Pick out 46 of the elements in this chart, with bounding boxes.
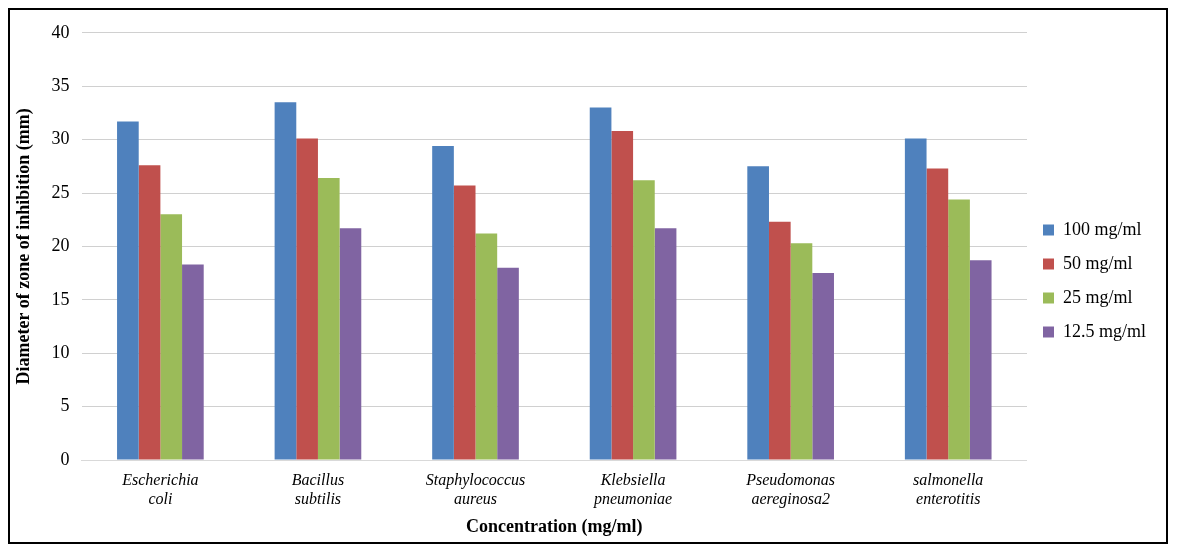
bar (654, 228, 677, 460)
bar (611, 131, 634, 460)
bar (317, 178, 340, 460)
x-axis-title: Concentration (mg/ml) (466, 515, 643, 537)
bar (453, 185, 476, 460)
x-tick-label: Bacillus subtilis (291, 470, 345, 507)
bar (926, 168, 949, 460)
bar (138, 165, 161, 460)
y-axis-title: Diameter of zone of inhibition (mm) (13, 108, 35, 385)
y-tick-label: 40 (51, 21, 70, 42)
y-tick-label: 5 (60, 395, 70, 416)
bar (339, 228, 362, 460)
bar (182, 264, 204, 460)
bar (948, 199, 970, 460)
bar (812, 273, 834, 460)
bar (904, 138, 927, 460)
y-tick-label: 10 (51, 341, 70, 362)
bar (296, 138, 318, 460)
bar (768, 221, 791, 460)
bar (475, 233, 498, 460)
legend-label: 100 mg/ml (1063, 218, 1142, 239)
x-tick-label: Staphylococcus aureus (425, 470, 526, 507)
bar (497, 267, 519, 460)
bar (160, 214, 183, 460)
bar (790, 243, 813, 460)
y-tick-label: 30 (51, 128, 70, 149)
y-tick-label: 15 (51, 288, 70, 309)
bar (633, 180, 655, 460)
bar (432, 146, 454, 460)
y-tick-label: 25 (51, 181, 70, 202)
legend-label: 50 mg/ml (1063, 252, 1133, 273)
legend-label: 25 mg/ml (1063, 286, 1133, 307)
x-tick-label: Escherichia coli (121, 470, 199, 507)
x-tick-label: Klebsiella pneumoniae (592, 470, 673, 508)
bar (274, 102, 297, 460)
bar (747, 166, 769, 460)
y-tick-label: 20 (51, 235, 70, 256)
bar (589, 107, 612, 460)
frame: Concentration (mg/ml) Diameter of zone of inhibition (mm) 100 mg/ml 50 mg/ml 25 mg/ml 12.5 mg/ml Escherichia coli Bacillus subtilis Staphylococcus aureus Klebsiella pneumoniae Pseudomonas aereginosa2 salmonella enterotitis 0 5 10 15 20 25 30 35 40 (8, 8, 1168, 544)
y-tick-label: 35 (51, 74, 70, 95)
bar (969, 260, 992, 460)
legend-label: 12.5 mg/ml (1063, 320, 1147, 341)
bar (117, 121, 139, 460)
x-tick-label: salmonella enterotitis (913, 470, 984, 507)
x-tick-label: Pseudomonas aereginosa2 (745, 470, 836, 508)
y-tick-label: 0 (60, 448, 70, 469)
